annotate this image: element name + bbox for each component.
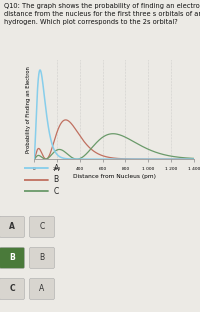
FancyBboxPatch shape — [30, 216, 54, 237]
Text: A: A — [9, 222, 15, 231]
Text: B: B — [39, 253, 45, 262]
Text: C: C — [9, 285, 15, 294]
FancyBboxPatch shape — [30, 247, 54, 268]
Text: A: A — [54, 164, 59, 173]
Text: A: A — [39, 285, 45, 294]
FancyBboxPatch shape — [0, 247, 24, 268]
Y-axis label: Probability of Finding an Electron: Probability of Finding an Electron — [26, 66, 31, 153]
FancyBboxPatch shape — [0, 278, 24, 300]
Text: B: B — [54, 175, 59, 184]
Text: C: C — [54, 187, 59, 196]
Text: B: B — [9, 253, 15, 262]
Text: C: C — [39, 222, 45, 231]
X-axis label: Distance from Nucleus (pm): Distance from Nucleus (pm) — [73, 173, 156, 178]
FancyBboxPatch shape — [0, 216, 24, 237]
FancyBboxPatch shape — [30, 278, 54, 300]
Text: Q10: The graph shows the probability of finding an electron at a
distance from t: Q10: The graph shows the probability of … — [4, 3, 200, 25]
